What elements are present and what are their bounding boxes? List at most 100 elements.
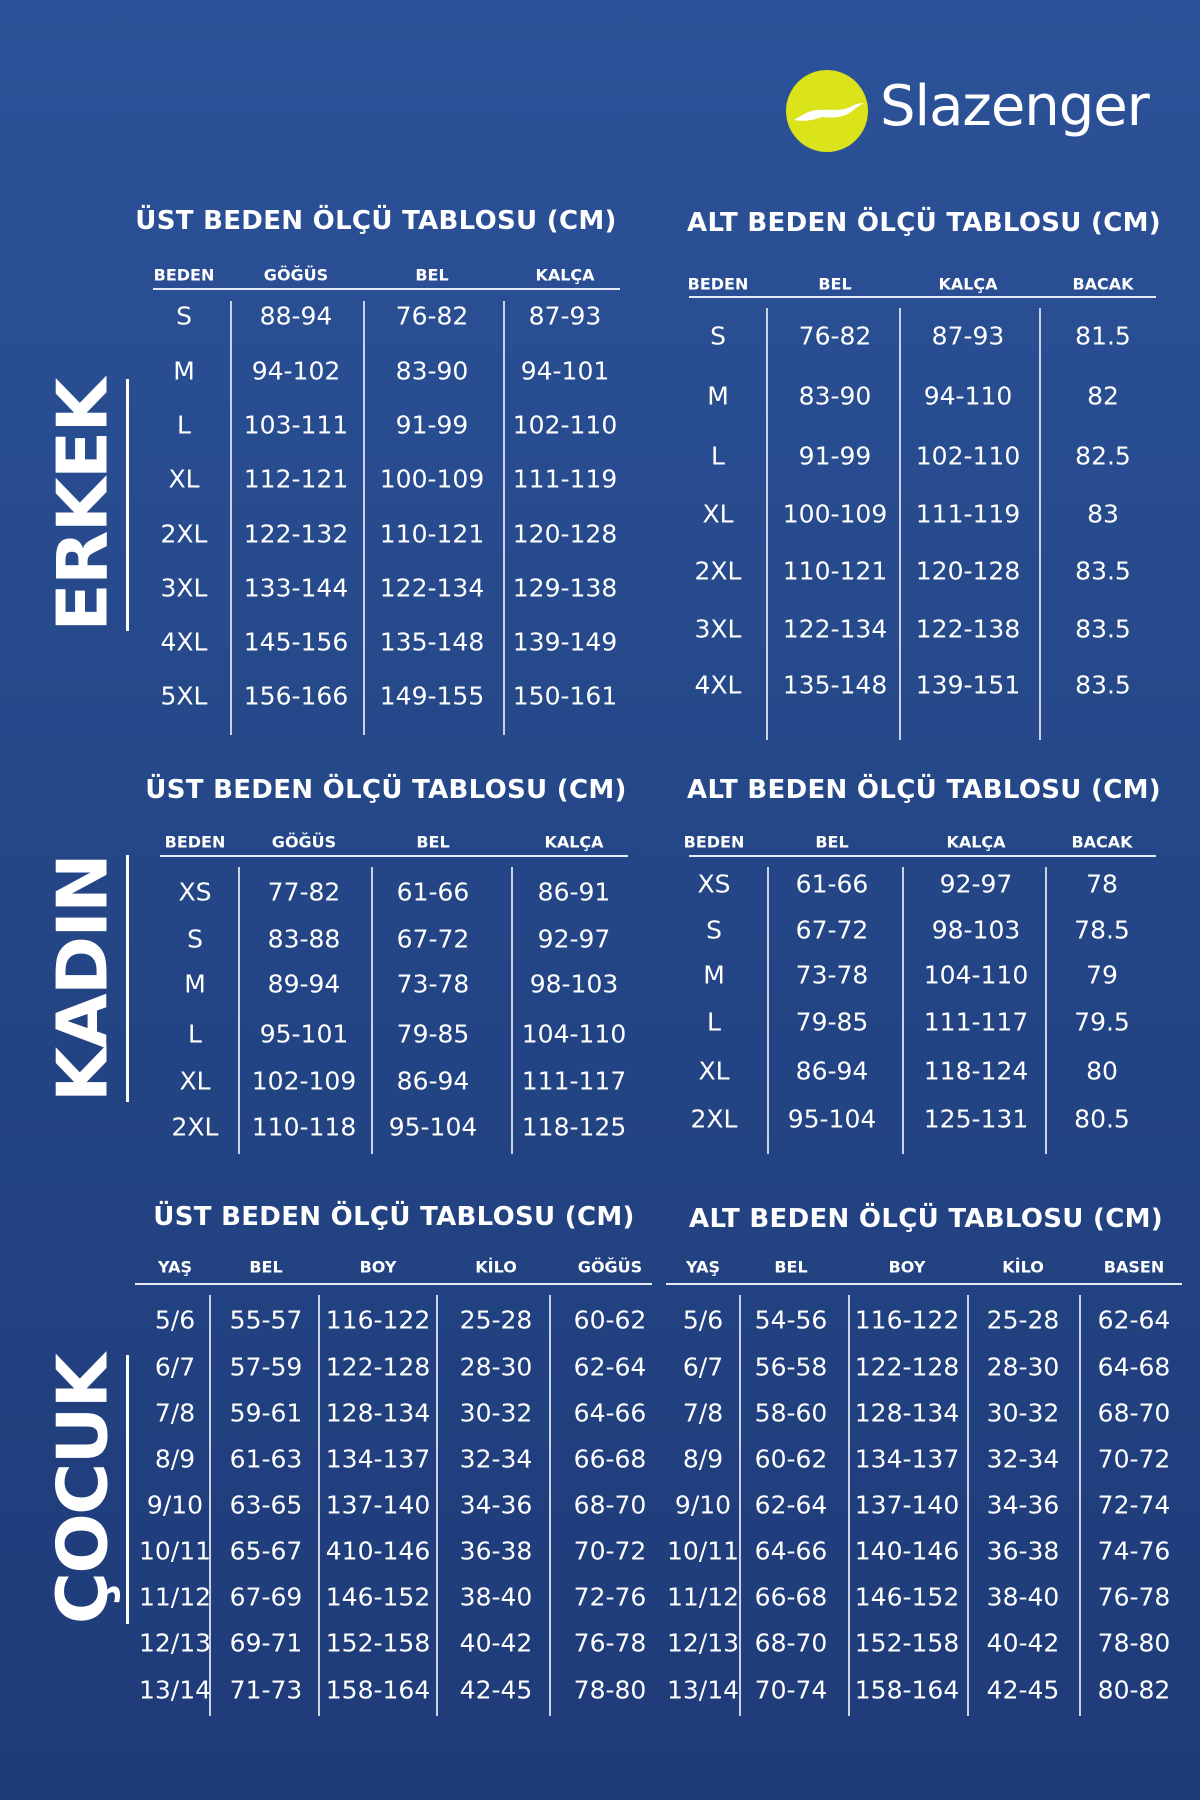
- table-cell: 137-140: [854, 1490, 960, 1520]
- column-header: GÖĞÜS: [271, 832, 337, 852]
- table-cell: 76-82: [798, 321, 872, 351]
- section-divider: [126, 1355, 129, 1624]
- table-cell: 120-128: [512, 519, 618, 549]
- section-divider: [126, 379, 129, 631]
- table-cell: 110-121: [782, 556, 888, 586]
- table-cell: 83-88: [267, 924, 341, 954]
- table-cell: 28-30: [459, 1352, 533, 1382]
- table-cell: 61-66: [396, 877, 470, 907]
- table-cell: 57-59: [229, 1352, 303, 1382]
- table-cell: 98-103: [931, 915, 1021, 945]
- table-cell: 118-124: [923, 1056, 1029, 1086]
- table-cell: 133-144: [243, 573, 349, 603]
- table-cell: 79: [1086, 960, 1118, 990]
- table-cell: 61-66: [795, 869, 869, 899]
- table-cell: 11/12: [138, 1582, 212, 1612]
- table-cell: 150-161: [512, 681, 618, 711]
- table-cell: 103-111: [243, 410, 349, 440]
- column-divider: [371, 867, 373, 1154]
- table-cell: 95-104: [388, 1112, 478, 1142]
- table-cell: 116-122: [325, 1305, 431, 1335]
- table-cell: 125-131: [923, 1104, 1029, 1134]
- column-header: BEDEN: [687, 274, 749, 294]
- table-cell: 34-36: [986, 1490, 1060, 1520]
- table-cell: 38-40: [986, 1582, 1060, 1612]
- table-cell: 62-64: [754, 1490, 828, 1520]
- header-divider: [689, 855, 1156, 857]
- table-cell: 70-74: [754, 1675, 828, 1705]
- table-cell: 80.5: [1074, 1104, 1130, 1134]
- table-cell: 36-38: [459, 1536, 533, 1566]
- column-header: BEL: [818, 274, 852, 294]
- table-cell: 3XL: [160, 573, 208, 603]
- column-header: KALÇA: [938, 274, 998, 294]
- table-cell: 135-148: [379, 627, 485, 657]
- table-cell: 135-148: [782, 670, 888, 700]
- column-header: BEDEN: [153, 265, 215, 285]
- header-divider: [153, 288, 620, 290]
- table-cell: 122-138: [915, 614, 1021, 644]
- column-divider: [902, 867, 904, 1154]
- table-cell: 64-66: [754, 1536, 828, 1566]
- table-cell: 67-72: [795, 915, 869, 945]
- column-header: KALÇA: [946, 832, 1006, 852]
- table-cell: 8/9: [154, 1444, 196, 1474]
- table-cell: 410-146: [325, 1536, 431, 1566]
- table-cell: M: [173, 356, 195, 386]
- table-cell: 30-32: [459, 1398, 533, 1428]
- table-cell: 152-158: [854, 1628, 960, 1658]
- table-cell: 88-94: [259, 301, 333, 331]
- column-header: KALÇA: [535, 265, 595, 285]
- table-cell: 86-94: [396, 1066, 470, 1096]
- table-cell: 4XL: [694, 670, 742, 700]
- section-divider: [126, 855, 129, 1102]
- table-cell: 110-118: [251, 1112, 357, 1142]
- table-cell: 73-78: [396, 969, 470, 999]
- table-cell: 30-32: [986, 1398, 1060, 1428]
- table-cell: S: [176, 301, 192, 331]
- table-cell: 98-103: [529, 969, 619, 999]
- table-cell: 139-151: [915, 670, 1021, 700]
- header-divider: [135, 1283, 652, 1285]
- table-cell: 83.5: [1075, 614, 1131, 644]
- table-cell: 60-62: [573, 1305, 647, 1335]
- header-divider: [160, 855, 628, 857]
- table-cell: 82: [1087, 381, 1119, 411]
- table-cell: 134-137: [325, 1444, 431, 1474]
- table-cell: XL: [702, 499, 734, 529]
- table-cell: 94-101: [520, 356, 610, 386]
- table-cell: 118-125: [521, 1112, 627, 1142]
- table-cell: 76-78: [1097, 1582, 1171, 1612]
- table-cell: 80: [1086, 1056, 1118, 1086]
- header-divider: [666, 1283, 1182, 1285]
- table-cell: 158-164: [854, 1675, 960, 1705]
- table-cell: 28-30: [986, 1352, 1060, 1382]
- table-cell: 120-128: [915, 556, 1021, 586]
- table-cell: 8/9: [682, 1444, 724, 1474]
- table-cell: 129-138: [512, 573, 618, 603]
- table-cell: 61-63: [229, 1444, 303, 1474]
- table-cell: 40-42: [459, 1628, 533, 1658]
- table-cell: L: [711, 441, 725, 471]
- column-divider: [549, 1295, 551, 1716]
- table-cell: 34-36: [459, 1490, 533, 1520]
- table-cell: 116-122: [854, 1305, 960, 1335]
- table-cell: 56-58: [754, 1352, 828, 1382]
- table-cell: S: [710, 321, 726, 351]
- header-divider: [689, 296, 1156, 298]
- table-cell: 111-117: [521, 1066, 627, 1096]
- table-cell: 62-64: [1097, 1305, 1171, 1335]
- table-title: ÜST BEDEN ÖLÇÜ TABLOSU (CM): [135, 206, 617, 236]
- table-cell: 110-121: [379, 519, 485, 549]
- table-cell: 111-119: [512, 464, 618, 494]
- column-divider: [899, 308, 901, 740]
- table-cell: 62-64: [573, 1352, 647, 1382]
- column-header: BEL: [815, 832, 849, 852]
- table-cell: 78-80: [573, 1675, 647, 1705]
- column-header: BEL: [416, 832, 450, 852]
- table-cell: XS: [178, 877, 212, 907]
- table-cell: 122-134: [782, 614, 888, 644]
- table-cell: 91-99: [798, 441, 872, 471]
- column-divider: [1045, 867, 1047, 1154]
- table-cell: 83.5: [1075, 556, 1131, 586]
